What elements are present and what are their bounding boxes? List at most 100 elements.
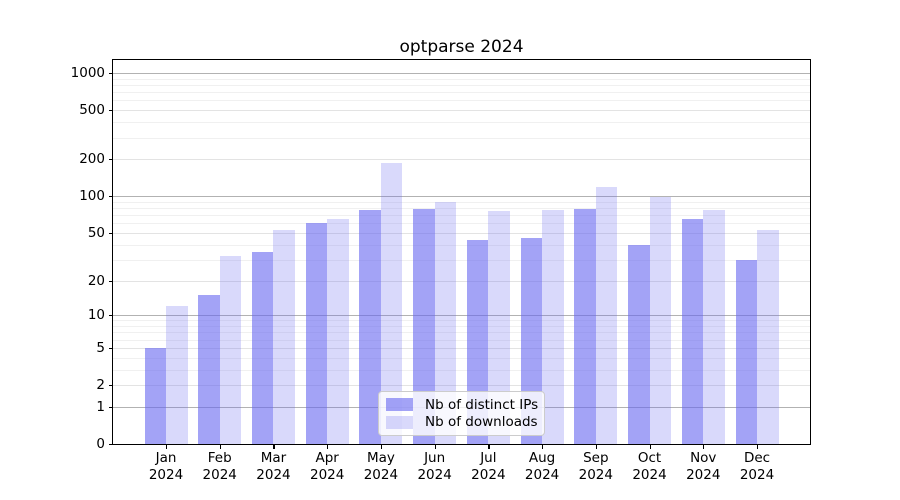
gridline [113, 232, 810, 234]
minor-gridline [113, 244, 810, 246]
minor-gridline [113, 223, 810, 225]
minor-gridline [113, 92, 810, 94]
x-tick-label: Jan 2024 [134, 450, 198, 484]
x-tick-year: 2024 [632, 467, 667, 483]
legend-swatch-downloads [386, 415, 413, 429]
minor-gridline [113, 332, 810, 334]
bar-downloads [434, 201, 457, 444]
x-tick-year: 2024 [256, 467, 291, 483]
gridline [113, 385, 810, 387]
x-tick-mark [327, 445, 329, 449]
bar-downloads [757, 229, 779, 444]
minor-gridline [113, 100, 810, 102]
minor-gridline [113, 215, 810, 217]
x-tick-label: May 2024 [349, 450, 413, 484]
minor-gridline [113, 122, 810, 124]
y-tick-mark [109, 232, 113, 235]
minor-gridline [113, 78, 810, 80]
x-tick-year: 2024 [202, 467, 237, 483]
minor-gridline [113, 137, 810, 139]
minor-gridline [113, 357, 810, 359]
y-tick-mark [109, 196, 113, 198]
minor-gridline [113, 85, 810, 87]
y-tick-label: 1000 [70, 65, 105, 82]
bar-downloads [595, 186, 618, 444]
x-tick-month: Sep [583, 450, 609, 466]
bar-downloads [380, 162, 403, 444]
y-tick-mark [109, 280, 113, 282]
bar-downloads [327, 219, 349, 444]
legend-swatch-distinct-ips [386, 398, 413, 412]
y-tick-label: 20 [87, 272, 105, 289]
x-tick-month: Jan [155, 450, 177, 466]
bar-distinct-ips [735, 259, 757, 444]
y-tick-label: 50 [87, 224, 105, 241]
bar-downloads [219, 256, 242, 444]
x-tick-month: Nov [690, 450, 717, 466]
y-tick-label: 0 [96, 436, 105, 452]
gridline [113, 73, 810, 75]
bar-downloads [703, 210, 725, 444]
x-tick-mark [380, 445, 383, 449]
x-tick-label: Nov 2024 [671, 450, 735, 484]
bar-distinct-ips [144, 347, 166, 444]
x-tick-mark [219, 445, 221, 449]
x-tick-mark [434, 445, 436, 449]
x-tick-year: 2024 [578, 467, 613, 483]
x-tick-mark [542, 445, 544, 449]
y-tick-mark [109, 315, 113, 317]
x-tick-month: Apr [315, 450, 339, 466]
x-tick-month: Dec [743, 450, 771, 466]
x-tick-year: 2024 [739, 467, 775, 483]
y-tick-label: 2 [96, 377, 105, 394]
x-tick-label: Jun 2024 [403, 450, 467, 484]
x-tick-label: Oct 2024 [618, 450, 682, 484]
minor-gridline [113, 369, 810, 371]
x-tick-month: May [366, 450, 395, 466]
bar-downloads [273, 229, 295, 444]
gridline [113, 159, 810, 161]
x-tick-label: Aug 2024 [510, 450, 574, 484]
gridline [113, 110, 810, 112]
x-tick-label: Feb 2024 [188, 450, 252, 484]
legend-label-downloads: Nb of downloads [425, 414, 538, 431]
x-tick-month: Oct [637, 450, 662, 466]
x-tick-label: Mar 2024 [241, 450, 305, 484]
legend-item-distinct-ips: Nb of distinct IPs [386, 396, 538, 413]
y-tick-mark [109, 110, 113, 112]
gridline [113, 315, 810, 317]
legend-item-downloads: Nb of downloads [386, 414, 538, 431]
bar-distinct-ips [628, 244, 650, 444]
minor-gridline [113, 326, 810, 328]
x-tick-year: 2024 [524, 467, 560, 483]
bar-distinct-ips [574, 209, 596, 444]
y-tick-mark [109, 73, 113, 75]
x-tick-mark [595, 445, 597, 449]
minor-gridline [113, 208, 810, 210]
x-tick-label: Apr 2024 [295, 450, 359, 484]
x-tick-mark [649, 445, 651, 449]
x-tick-mark [273, 445, 275, 449]
x-tick-month: Mar [260, 450, 287, 466]
x-tick-month: Feb [207, 450, 232, 466]
y-tick-label: 500 [79, 102, 105, 119]
chart-title: optparse 2024 [399, 37, 524, 57]
y-tick-label: 5 [96, 339, 105, 356]
bar-distinct-ips [305, 223, 328, 444]
x-tick-month: Jul [480, 450, 497, 466]
x-tick-mark [757, 445, 759, 449]
minor-gridline [113, 201, 810, 203]
x-tick-month: Jun [424, 450, 446, 466]
bar-downloads [542, 210, 564, 444]
y-tick-label: 100 [79, 188, 105, 205]
minor-gridline [113, 259, 810, 261]
y-tick-mark [109, 444, 113, 446]
bar-distinct-ips [681, 219, 704, 444]
x-tick-year: 2024 [148, 467, 184, 483]
x-tick-mark [166, 445, 168, 449]
bar-distinct-ips [198, 295, 220, 444]
x-tick-label: Dec 2024 [725, 450, 789, 484]
bar-downloads [166, 306, 188, 444]
bar-distinct-ips [413, 209, 435, 444]
